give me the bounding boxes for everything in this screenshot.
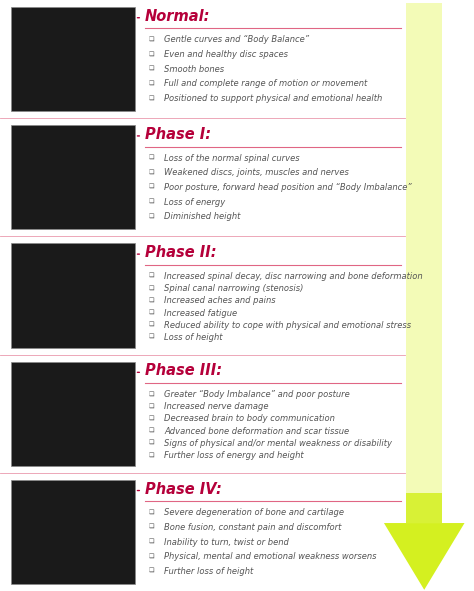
- Text: ❏: ❏: [148, 155, 154, 160]
- Text: ❏: ❏: [148, 80, 154, 86]
- Text: Even and healthy disc spaces: Even and healthy disc spaces: [164, 50, 289, 59]
- Text: ❏: ❏: [148, 310, 154, 314]
- Text: Signs of physical and/or mental weakness or disability: Signs of physical and/or mental weakness…: [164, 439, 392, 448]
- Text: Severe degeneration of bone and cartilage: Severe degeneration of bone and cartilag…: [164, 508, 345, 517]
- Text: Increased nerve damage: Increased nerve damage: [164, 402, 269, 411]
- Text: Increased spinal decay, disc narrowing and bone deformation: Increased spinal decay, disc narrowing a…: [164, 272, 423, 281]
- Text: Poor posture, forward head position and “Body Imbalance”: Poor posture, forward head position and …: [164, 183, 412, 192]
- Text: Increased aches and pains: Increased aches and pains: [164, 296, 276, 306]
- Bar: [11, 125, 135, 229]
- Text: Full and complete range of motion or movement: Full and complete range of motion or mov…: [164, 79, 368, 89]
- Text: ❏: ❏: [148, 273, 154, 278]
- Text: ❏: ❏: [148, 334, 154, 339]
- Text: Phase I:: Phase I:: [145, 127, 211, 142]
- Text: ❏: ❏: [148, 391, 154, 396]
- Text: ❏: ❏: [148, 428, 154, 433]
- Text: Phase II:: Phase II:: [145, 245, 216, 260]
- Text: Increased fatigue: Increased fatigue: [164, 309, 237, 317]
- Text: ❏: ❏: [148, 285, 154, 290]
- Text: Inability to turn, twist or bend: Inability to turn, twist or bend: [164, 538, 289, 547]
- Text: ❏: ❏: [148, 553, 154, 558]
- Text: ❏: ❏: [148, 184, 154, 189]
- Text: ❏: ❏: [148, 440, 154, 445]
- Text: Spinal canal narrowing (stenosis): Spinal canal narrowing (stenosis): [164, 284, 304, 293]
- Text: ❏: ❏: [148, 539, 154, 544]
- Text: Decreased brain to body communication: Decreased brain to body communication: [164, 414, 335, 424]
- Text: ❏: ❏: [148, 404, 154, 408]
- Text: Diminished height: Diminished height: [164, 212, 241, 221]
- Bar: [11, 243, 135, 348]
- Text: Physical, mental and emotional weakness worsens: Physical, mental and emotional weakness …: [164, 552, 377, 561]
- Text: Loss of the normal spinal curves: Loss of the normal spinal curves: [164, 154, 300, 163]
- Polygon shape: [406, 493, 442, 523]
- Text: Loss of energy: Loss of energy: [164, 197, 226, 207]
- Text: ❏: ❏: [148, 509, 154, 514]
- Text: Weakened discs, joints, muscles and nerves: Weakened discs, joints, muscles and nerv…: [164, 168, 349, 177]
- Text: ❏: ❏: [148, 95, 154, 100]
- Text: Bone fusion, constant pain and discomfort: Bone fusion, constant pain and discomfor…: [164, 523, 342, 532]
- Text: Phase III:: Phase III:: [145, 363, 222, 378]
- Text: ❏: ❏: [148, 170, 154, 174]
- Text: ❏: ❏: [148, 452, 154, 457]
- Text: Phase IV:: Phase IV:: [145, 482, 221, 496]
- Bar: [11, 362, 135, 466]
- Text: ❏: ❏: [148, 415, 154, 421]
- Polygon shape: [384, 523, 465, 590]
- Polygon shape: [406, 3, 442, 523]
- Text: Greater “Body Imbalance” and poor posture: Greater “Body Imbalance” and poor postur…: [164, 390, 350, 399]
- Text: ❏: ❏: [148, 199, 154, 204]
- Text: ❏: ❏: [148, 51, 154, 56]
- Text: Further loss of height: Further loss of height: [164, 567, 254, 576]
- Text: Gentle curves and “Body Balance”: Gentle curves and “Body Balance”: [164, 35, 310, 44]
- Bar: [11, 480, 135, 584]
- Text: ❏: ❏: [148, 66, 154, 71]
- Bar: [11, 7, 135, 111]
- Text: Positioned to support physical and emotional health: Positioned to support physical and emoti…: [164, 94, 383, 103]
- Text: ❏: ❏: [148, 37, 154, 41]
- Text: Normal:: Normal:: [145, 9, 210, 24]
- Text: ❏: ❏: [148, 322, 154, 327]
- Text: Smooth bones: Smooth bones: [164, 65, 225, 74]
- Text: Loss of height: Loss of height: [164, 333, 223, 342]
- Text: ❏: ❏: [148, 524, 154, 529]
- Text: Further loss of energy and height: Further loss of energy and height: [164, 451, 304, 460]
- Text: ❏: ❏: [148, 213, 154, 219]
- Text: ❏: ❏: [148, 568, 154, 573]
- Text: Advanced bone deformation and scar tissue: Advanced bone deformation and scar tissu…: [164, 427, 350, 436]
- Text: Reduced ability to cope with physical and emotional stress: Reduced ability to cope with physical an…: [164, 321, 411, 330]
- Text: ❏: ❏: [148, 297, 154, 303]
